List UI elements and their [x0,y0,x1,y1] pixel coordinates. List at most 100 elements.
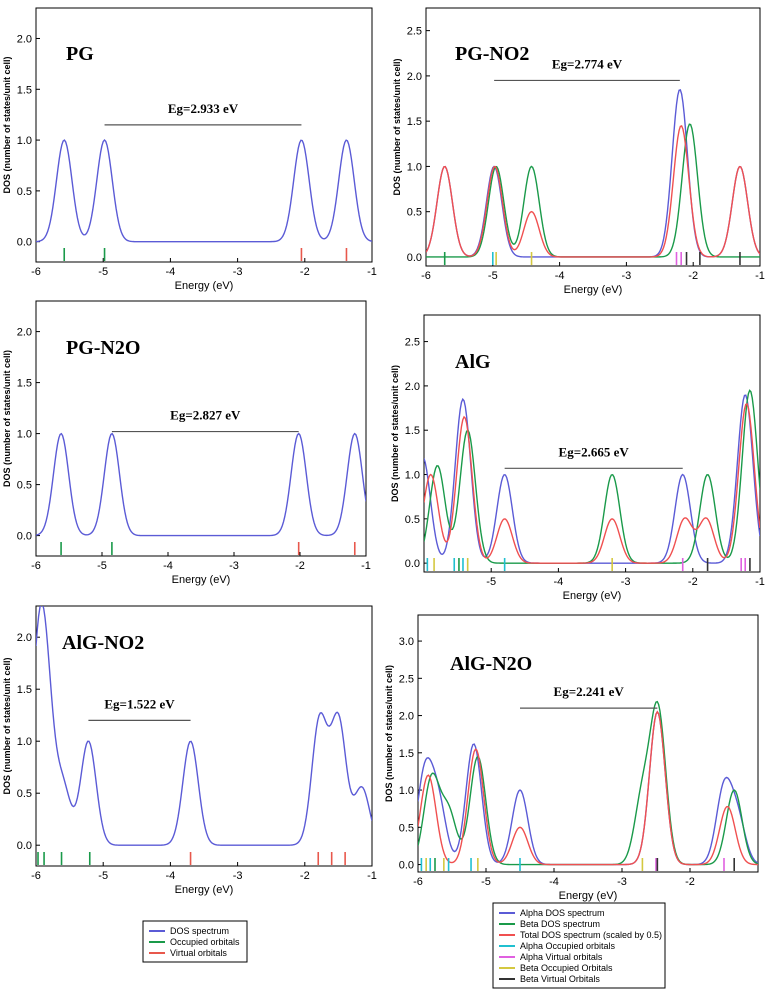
dos-curve-total-dos-spectrum-scaled-by-0-5- [426,125,760,258]
band-gap-label: Eg=1.522 eV [104,696,175,711]
curves [418,700,758,866]
plot-frame [423,314,761,573]
y-tick-label: 1.5 [399,748,414,760]
x-axis-label: Energy (eV) [563,590,622,602]
x-tick-label: -5 [97,560,107,572]
dos-panel-5: -6 -5 -4 -3 -2 -1 0.0 0.5 1.0 1.5 2.0 Energy (eV) DO… [2,605,377,896]
x-axis-label: Energy (eV) [559,890,618,902]
y-axis-label: DOS (number of states/unit cell) [2,56,12,193]
legend-entry: Beta Occupied Orbitals [520,963,613,973]
legend-entry: Virtual orbitals [170,948,227,958]
x-tick-label: -3 [233,870,243,882]
legend-box [492,902,666,989]
x-tick-label: -2 [688,270,698,282]
dos-curve-dos-spectrum [36,432,366,537]
y-tick-label: 2.0 [17,33,32,45]
curves [426,88,760,258]
y-tick-label: 2.0 [407,71,422,83]
dos-curve-total-dos-spectrum-scaled-by-0-5- [418,710,758,866]
y-tick-label: 0.0 [17,237,32,249]
x-tick-label: -1 [755,576,765,588]
curves [36,432,366,537]
y-tick-label: 1.5 [405,425,420,437]
x-tick-label: -5 [486,576,496,588]
y-tick-label: 0.5 [17,186,32,198]
x-tick-label: -1 [361,560,371,572]
y-tick-label: 1.0 [399,785,414,797]
x-axis-label: Energy (eV) [564,284,623,296]
dos-curve-dos-spectrum [36,139,372,243]
x-tick-label: -2 [685,876,695,888]
curves [36,606,372,846]
x-tick-label: -5 [488,270,498,282]
x-tick-label: -6 [31,870,41,882]
x-tick-label: -3 [617,876,627,888]
y-axis-label: DOS (number of states/unit cell) [2,350,12,487]
y-tick-label: 2.5 [399,673,414,685]
y-tick-label: 0.5 [399,822,414,834]
curves [424,389,760,564]
dos-curve-alpha-dos-spectrum [426,88,760,258]
y-tick-label: 1.0 [405,470,420,482]
dos-curve-total-dos-spectrum-scaled-by-0-5- [424,403,760,564]
y-tick-label: 1.0 [17,429,32,441]
x-tick-label: -5 [98,870,108,882]
panel-title: AlG [455,351,491,373]
x-tick-label: -3 [229,560,239,572]
y-tick-label: 3.0 [399,636,414,648]
legend-entry: Alpha Virtual orbitals [520,952,603,962]
plot-frame [35,605,373,867]
x-axis-label: Energy (eV) [175,884,234,896]
y-tick-label: 1.5 [17,378,32,390]
dos-curve-alpha-dos-spectrum [424,394,760,564]
x-tick-label: -6 [31,560,41,572]
y-tick-label: 1.0 [407,161,422,173]
x-tick-label: -4 [549,876,559,888]
y-tick-label: 0.0 [399,860,414,872]
y-tick-label: 2.0 [17,632,32,644]
dos-panel-4: -5 -4 -3 -2 -1 0.0 0.5 1.0 1.5 2.0 2.5 Energy (eV) D… [390,314,765,602]
plot-frame [417,614,759,873]
x-tick-label: -4 [555,270,565,282]
y-tick-label: 0.5 [407,207,422,219]
x-tick-label: -4 [163,560,173,572]
y-tick-label: 1.5 [17,84,32,96]
x-tick-label: -3 [622,270,632,282]
y-tick-label: 0.0 [17,531,32,543]
band-gap-label: Eg=2.774 eV [552,56,623,71]
x-axis-label: Energy (eV) [172,574,231,586]
x-tick-label: -1 [367,266,377,278]
dos-panel-1: -6 -5 -4 -3 -2 -1 0.0 0.5 1.0 1.5 2.0 Energy (eV) DO… [2,7,377,292]
panel-title: PG [66,43,94,65]
plot-frame [35,300,367,557]
x-tick-label: -6 [31,266,41,278]
band-gap-label: Eg=2.827 eV [170,408,241,423]
x-axis-label: Energy (eV) [175,280,234,292]
legend-entry: Alpha DOS spectrum [520,908,605,918]
y-tick-label: 1.0 [17,135,32,147]
dos-curve-beta-dos-spectrum [424,389,760,564]
x-tick-label: -3 [233,266,243,278]
band-gap-label: Eg=2.665 eV [559,444,630,459]
legend-entry: Beta DOS spectrum [520,919,600,929]
dos-curve-dos-spectrum [36,606,372,846]
legend-entry: Total DOS spectrum (scaled by 0.5) [520,930,662,940]
legend-entry: DOS spectrum [170,926,229,936]
band-gap-label: Eg=2.933 eV [168,101,239,116]
x-tick-label: -2 [300,870,310,882]
y-tick-label: 0.0 [405,558,420,570]
y-axis-label: DOS (number of states/unit cell) [390,365,400,502]
x-tick-label: -5 [481,876,491,888]
y-tick-label: 2.5 [405,337,420,349]
y-tick-label: 2.0 [399,711,414,723]
panel-title: AlG-NO2 [62,632,144,654]
panel-title: AlG-N2O [450,653,532,675]
band-gap-label: Eg=2.241 eV [554,684,625,699]
plot-frame [35,7,373,263]
x-tick-label: -2 [295,560,305,572]
y-tick-label: 2.0 [17,327,32,339]
y-tick-label: 2.5 [407,26,422,38]
